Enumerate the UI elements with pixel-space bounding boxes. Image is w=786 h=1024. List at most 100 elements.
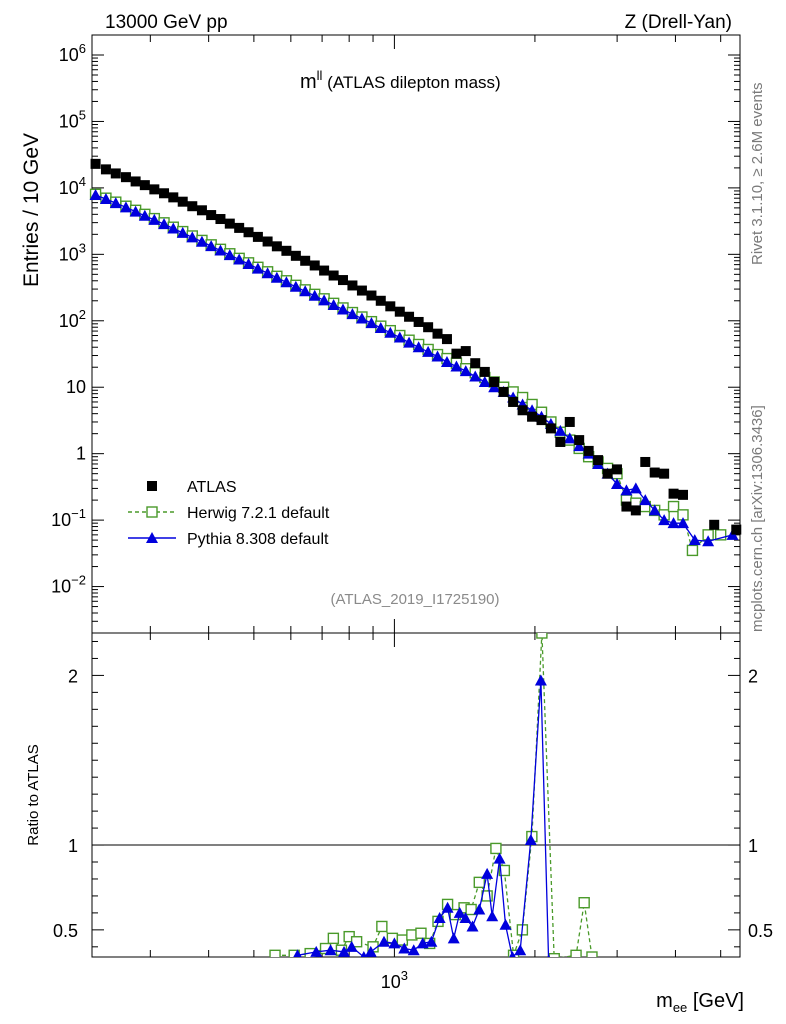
ratio-pythia-8-308-default-point: [345, 940, 358, 952]
atlas-point: [309, 260, 320, 271]
main-y-tick-label: 1: [76, 444, 86, 464]
main-y-tick-label: 10−2: [51, 573, 86, 597]
legend-entry-atlas: ATLAS: [147, 479, 237, 496]
pythia-8-308-default-point: [431, 350, 444, 362]
atlas-point: [300, 255, 311, 266]
ratio-pythia-8-308-default-point: [441, 901, 454, 913]
pythia-8-308-default-point: [233, 253, 246, 265]
pythia-8-308-default-point: [261, 267, 274, 279]
pythia-8-308-default-point: [658, 514, 671, 526]
atlas-point: [678, 489, 689, 500]
legend-pythia-label: Pythia 8.308 default: [187, 531, 329, 548]
ratio-pythia-8-308-default-point: [364, 945, 377, 957]
main-y-tick-base: 10: [51, 510, 71, 530]
atlas-point: [583, 445, 594, 456]
pythia-8-308-default-point: [242, 258, 255, 270]
pythia-8-308-default-point: [384, 326, 397, 338]
pythia-8-308-default-point: [280, 276, 293, 288]
legend-entry-herwig: Herwig 7.2.1 default: [128, 505, 330, 522]
atlas-point: [356, 285, 367, 296]
main-plot-title: mll (ATLAS dilepton mass): [300, 68, 501, 93]
main-y-tick-label: 10: [66, 377, 86, 397]
pythia-8-308-default-point: [459, 365, 472, 377]
ratio-herwig-7-2-1-default-point: [548, 952, 560, 957]
atlas-point: [593, 455, 604, 466]
ratio-pythia-8-308-default-point: [524, 833, 537, 845]
ratio-y-tick-label-right: 1: [748, 836, 758, 856]
ratio-y-axis-label: Ratio to ATLAS: [25, 744, 42, 845]
atlas-point: [413, 316, 424, 327]
ratio-pythia-8-308-default-point: [453, 906, 466, 918]
ratio-pythia-8-308-default-point: [407, 944, 420, 956]
ratio-herwig-7-2-1-default-point: [570, 949, 582, 957]
ratio-herwig-7-2-1-default-point: [327, 932, 340, 945]
main-y-tick-base: 10: [59, 244, 79, 264]
pythia-8-308-default-point: [99, 193, 112, 205]
pythia-8-308-default-point: [403, 336, 416, 348]
ratio-panel: 0.5 0.5 1 1 2 2 103 Ratio to ATLAS mee [GeV]: [25, 632, 773, 1015]
ratio-pythia-8-308-default-point: [378, 935, 391, 947]
x-axis-label-unit: [GeV]: [687, 990, 744, 1012]
atlas-point: [149, 184, 160, 195]
pythia-8-308-default-point: [308, 289, 321, 301]
main-y-tick-exponent: 6: [79, 41, 86, 56]
ratio-pythia-8-308-default-point: [547, 954, 551, 957]
main-y-tick-label: 102: [59, 307, 86, 331]
main-y-tick-base: 10: [51, 577, 71, 597]
atlas-point: [281, 245, 292, 256]
pythia-8-308-default-point: [223, 249, 236, 261]
main-y-tick-base: 10: [59, 178, 79, 198]
atlas-point: [120, 172, 131, 183]
ratio-pythia-8-308-default-point: [416, 937, 429, 949]
atlas-point: [611, 464, 622, 475]
pythia-8-308-default-point: [89, 189, 102, 201]
ratio-pythia-8-308-default-point: [360, 951, 368, 957]
atlas-point: [640, 456, 651, 467]
ratio-series-pythia-8-308-default: [293, 674, 551, 957]
ratio-herwig-7-2-1-default-point: [498, 864, 511, 877]
atlas-point: [385, 301, 396, 312]
atlas-point: [489, 376, 500, 387]
pythia-8-308-default-point: [355, 312, 368, 324]
atlas-point: [100, 164, 111, 175]
legend-herwig-label: Herwig 7.2.1 default: [187, 505, 330, 522]
atlas-point: [90, 158, 101, 169]
main-y-tick-exponent: −1: [71, 506, 86, 521]
main-plot-title-var: m: [300, 71, 317, 93]
pythia-8-308-default-point: [158, 218, 171, 230]
main-y-tick-base: 10: [59, 111, 79, 131]
atlas-point: [347, 280, 358, 291]
main-y-tick-label: 10−1: [51, 506, 86, 530]
rivet-version-label: Rivet 3.1.10, ≥ 2.6M events: [749, 83, 766, 266]
ratio-pythia-8-308-default-point: [398, 942, 411, 954]
atlas-point: [290, 250, 301, 261]
ratio-herwig-7-2-1-default-line: [275, 633, 593, 957]
main-y-tick-label: 105: [59, 107, 86, 131]
herwig-7-2-1-default-point: [714, 529, 727, 541]
x-axis-label: mee [GeV]: [656, 990, 744, 1015]
ratio-pythia-8-308-default-point: [310, 945, 323, 957]
atlas-point: [206, 210, 217, 221]
main-y-tick-label: 103: [59, 240, 86, 264]
header-energy-label: 13000 GeV pp: [105, 12, 228, 33]
pythia-8-308-default-point: [422, 345, 435, 357]
main-y-axis-label: Entries / 10 GeV: [20, 133, 43, 287]
herwig-7-2-1-default-point: [686, 544, 699, 557]
main-y-tick-exponent: −2: [71, 573, 86, 588]
atlas-point: [130, 176, 141, 187]
atlas-point: [602, 468, 613, 479]
header-process-label: Z (Drell-Yan): [625, 12, 732, 33]
legend-herwig-marker: [146, 506, 158, 518]
atlas-point: [423, 322, 434, 333]
pythia-8-308-default-point: [573, 440, 586, 452]
pythia-8-308-default-point: [688, 534, 701, 546]
pythia-8-308-default-point: [374, 321, 387, 333]
analysis-id-label: (ATLAS_2019_I1725190): [330, 591, 499, 608]
ratio-data-layer: [269, 633, 598, 957]
main-plot-title-rest: (ATLAS dilepton mass): [322, 73, 500, 92]
pythia-8-308-default-point: [214, 244, 227, 256]
atlas-point: [498, 386, 509, 397]
ratio-plot-frame: [91, 632, 741, 958]
ratio-herwig-7-2-1-default-point: [586, 951, 598, 957]
atlas-point: [709, 519, 720, 530]
